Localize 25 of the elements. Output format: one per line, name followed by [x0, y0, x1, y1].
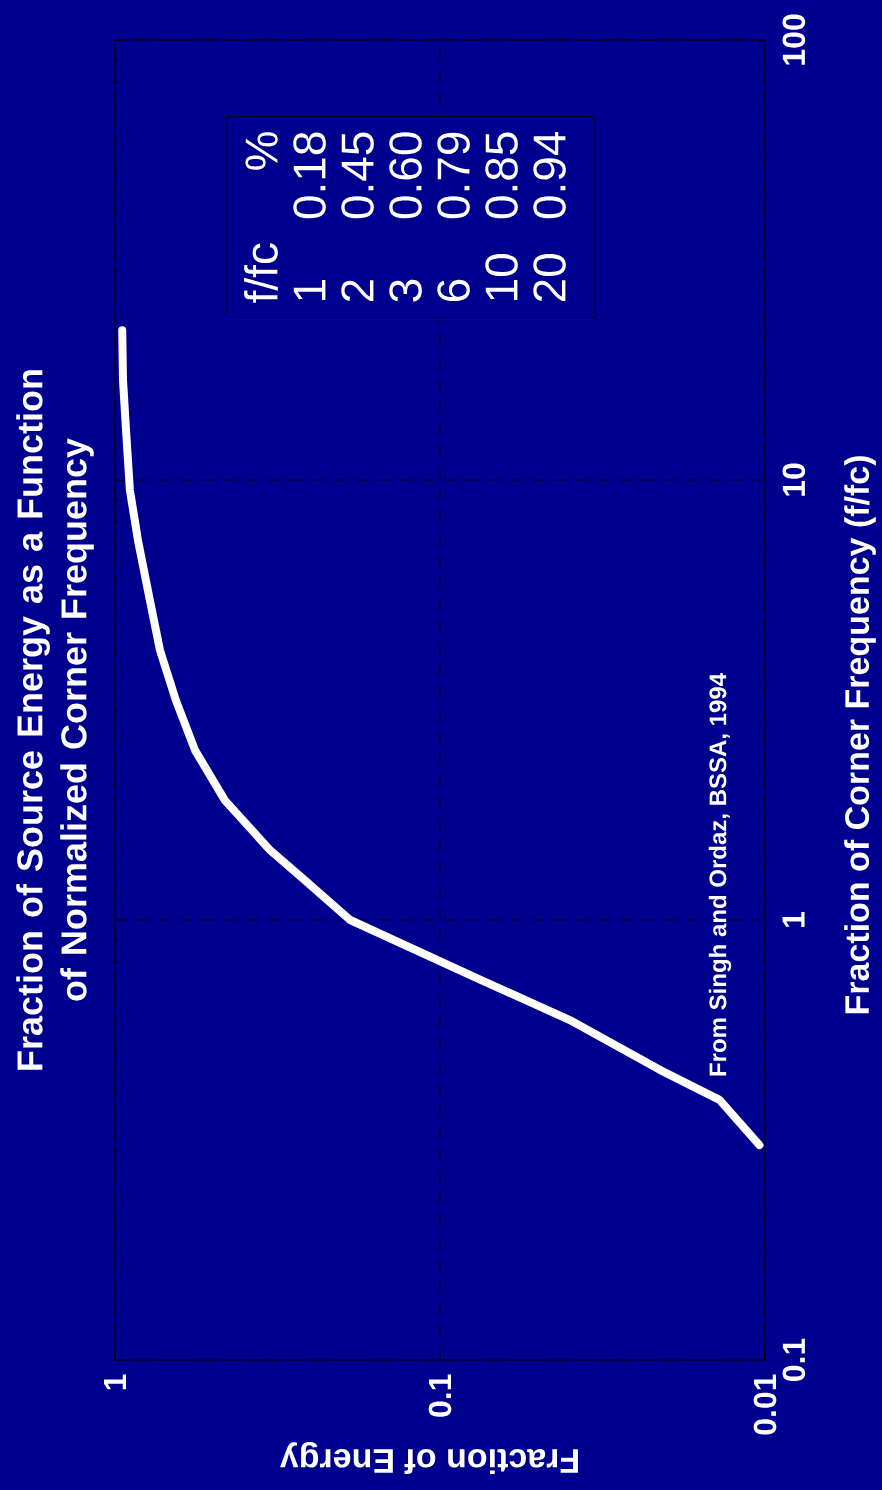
annotation: 0.18 [293, 132, 326, 219]
x-tick-label: 0.01 [753, 1374, 777, 1435]
text: Fraction of Source Energy as a Function of Normalized Corner Frequency [16, 370, 94, 1070]
annotation: 0.94 [533, 131, 566, 219]
annotation: 6 [437, 279, 470, 302]
annotation: 20 [533, 254, 566, 302]
annotation: 10 [485, 254, 518, 300]
y-tick-label: 10 [782, 463, 806, 496]
annotation: 0.85 [485, 132, 518, 219]
x-axis-title: Fraction of Energy [280, 1442, 578, 1474]
y-tick-label: 0.1 [782, 1338, 806, 1381]
y-tick-label: 1 [782, 911, 805, 927]
x-tick-label: 1 [104, 1374, 127, 1390]
annotation: 0.60 [389, 132, 422, 219]
annotation: f/fc [244, 243, 278, 303]
y-axis-title: Fraction of Corner Frequency (f/fc) [844, 456, 876, 1014]
y-tick-label: 100 [782, 14, 806, 65]
annotation: 0.79 [437, 132, 470, 219]
annotation: From Singh and Ordaz, BSSA, 1994 [708, 673, 732, 1076]
x-tick-label: 0.1 [428, 1374, 452, 1417]
annotation: 1 [293, 280, 326, 300]
annotation: % [245, 132, 278, 170]
annotation: 3 [389, 279, 422, 302]
annotation: 2 [341, 280, 374, 302]
annotation: 0.45 [341, 132, 374, 219]
